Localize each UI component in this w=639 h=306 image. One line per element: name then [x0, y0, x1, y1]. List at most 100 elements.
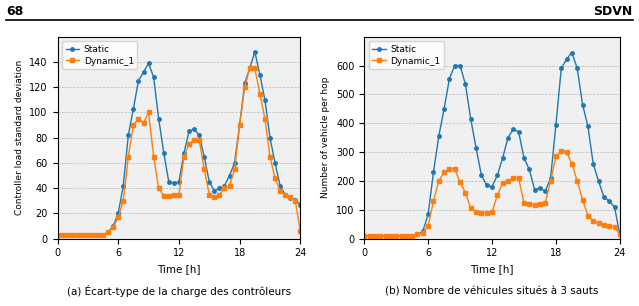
Dynamic_1	[440, 170, 448, 174]
Dynamic_1	[210, 195, 218, 199]
Dynamic_1	[579, 198, 587, 202]
Static	[531, 188, 539, 192]
Static	[104, 230, 112, 234]
Dynamic_1	[456, 181, 464, 184]
Dynamic_1	[286, 195, 294, 199]
Static	[215, 186, 223, 190]
Static	[94, 233, 102, 237]
Static	[74, 233, 82, 237]
Static	[226, 174, 233, 177]
Y-axis label: Controller load standard deviation: Controller load standard deviation	[15, 60, 24, 215]
Dynamic_1	[205, 193, 213, 196]
Static	[281, 193, 289, 196]
Dynamic_1	[413, 233, 421, 236]
Static	[520, 156, 528, 160]
Static	[445, 77, 453, 80]
Dynamic_1	[201, 167, 208, 171]
Dynamic_1	[509, 176, 517, 180]
Dynamic_1	[74, 233, 82, 237]
Static	[483, 184, 491, 187]
Dynamic_1	[611, 225, 619, 229]
Static	[611, 205, 619, 209]
Static	[271, 161, 279, 165]
Dynamic_1	[366, 234, 373, 238]
Static	[205, 180, 213, 184]
Static	[552, 123, 560, 127]
Static	[144, 62, 152, 65]
Dynamic_1	[605, 224, 613, 228]
Static	[59, 233, 66, 237]
Static	[190, 127, 198, 131]
Dynamic_1	[397, 234, 405, 238]
Static	[180, 151, 188, 155]
Static	[170, 181, 178, 185]
Dynamic_1	[256, 92, 264, 95]
X-axis label: Time [h]: Time [h]	[157, 264, 201, 274]
Static	[429, 170, 437, 174]
Dynamic_1	[467, 207, 475, 210]
Static	[557, 67, 565, 70]
Dynamic_1	[445, 168, 453, 171]
Dynamic_1	[180, 155, 188, 159]
Static	[509, 127, 517, 131]
Dynamic_1	[515, 176, 523, 180]
Dynamic_1	[231, 167, 238, 171]
Static	[165, 180, 173, 184]
Dynamic_1	[79, 233, 87, 237]
Text: 68: 68	[6, 5, 24, 17]
Dynamic_1	[155, 186, 162, 190]
Static	[150, 75, 157, 79]
Dynamic_1	[94, 233, 102, 237]
Dynamic_1	[360, 234, 368, 238]
Static	[504, 136, 512, 140]
Static	[477, 174, 485, 177]
Dynamic_1	[64, 233, 72, 237]
Dynamic_1	[84, 233, 92, 237]
Static	[488, 185, 496, 188]
Static	[125, 133, 132, 137]
Static	[397, 234, 405, 238]
Static	[89, 233, 96, 237]
Static	[256, 73, 264, 76]
Dynamic_1	[429, 199, 437, 203]
Static	[360, 234, 368, 238]
Static	[461, 83, 469, 86]
Static	[69, 233, 77, 237]
Dynamic_1	[251, 66, 259, 70]
Static	[371, 234, 379, 238]
Static	[536, 186, 544, 190]
Dynamic_1	[371, 234, 379, 238]
Dynamic_1	[408, 234, 416, 238]
Dynamic_1	[493, 194, 501, 197]
Static	[99, 233, 107, 237]
Static	[196, 133, 203, 137]
Dynamic_1	[104, 230, 112, 234]
Dynamic_1	[595, 222, 603, 225]
Text: SDVN: SDVN	[594, 5, 633, 17]
Static	[135, 79, 142, 83]
Legend: Static, Dynamic_1: Static, Dynamic_1	[62, 41, 137, 69]
Dynamic_1	[246, 66, 254, 70]
Static	[130, 107, 137, 110]
Dynamic_1	[536, 202, 544, 206]
Dynamic_1	[600, 223, 608, 227]
Static	[109, 224, 117, 228]
Static	[493, 174, 501, 177]
Static	[266, 136, 274, 140]
Static	[236, 123, 243, 127]
Static	[286, 196, 294, 200]
Y-axis label: Number of vehicle per hop: Number of vehicle per hop	[321, 77, 330, 198]
Static	[231, 161, 238, 165]
Static	[403, 234, 411, 238]
Static	[451, 64, 459, 67]
Static	[64, 233, 72, 237]
Dynamic_1	[472, 210, 480, 214]
Line: Dynamic_1: Dynamic_1	[56, 66, 302, 237]
Text: (b) Nombre de véhicules situés à 3 sauts: (b) Nombre de véhicules situés à 3 sauts	[385, 287, 599, 297]
Dynamic_1	[584, 214, 592, 218]
Dynamic_1	[150, 155, 157, 159]
Text: (a) Écart-type de la charge des contrôleurs: (a) Écart-type de la charge des contrôle…	[67, 285, 291, 297]
Dynamic_1	[435, 179, 443, 183]
Dynamic_1	[547, 179, 555, 183]
Dynamic_1	[525, 202, 533, 206]
